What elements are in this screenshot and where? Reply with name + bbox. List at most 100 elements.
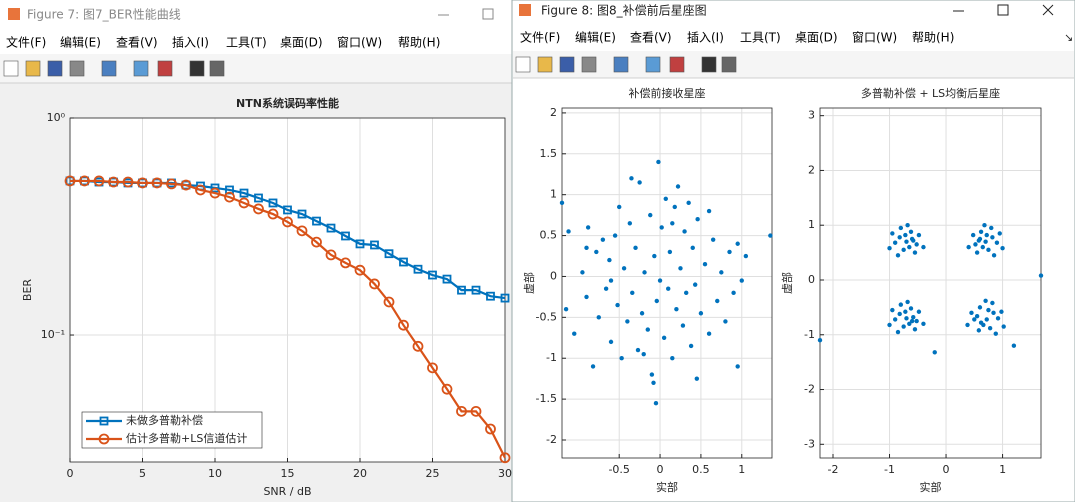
y-tick-label: 1 (550, 188, 557, 201)
point (600, 237, 606, 242)
toolbar-icon[interactable] (3, 60, 19, 77)
legend-marker (99, 416, 109, 426)
toolbar-icon[interactable] (613, 56, 629, 73)
toolbar-icon[interactable] (157, 60, 173, 77)
toolbar-icon[interactable] (101, 60, 117, 77)
y-tick-label: -3 (804, 437, 815, 450)
toolbar-icon[interactable] (133, 60, 149, 77)
toolbar-icon[interactable] (515, 56, 531, 73)
point (659, 225, 664, 230)
toolbar-icon[interactable] (189, 60, 205, 77)
point (702, 261, 708, 267)
point (607, 257, 612, 263)
point (997, 231, 1002, 236)
point (584, 245, 589, 251)
marker (340, 257, 351, 269)
point (706, 208, 712, 214)
point (666, 286, 671, 291)
x-tick-label: 0 (67, 467, 74, 480)
maximize-button[interactable] (997, 4, 1009, 16)
point (895, 329, 901, 335)
point (999, 309, 1004, 314)
toolbar-icon[interactable] (701, 56, 717, 73)
toolbar-icon[interactable] (537, 56, 553, 73)
point (984, 317, 989, 322)
point (921, 244, 926, 250)
point (898, 225, 904, 231)
marker (354, 264, 366, 276)
toolbar-icon[interactable] (25, 60, 41, 77)
marker (399, 257, 408, 267)
point (652, 253, 657, 259)
point (663, 196, 668, 201)
marker (79, 175, 90, 187)
point (972, 317, 977, 322)
menu-item[interactable]: 编辑(E) (575, 30, 616, 45)
menu-item[interactable]: 文件(F) (6, 35, 46, 50)
marker (471, 285, 481, 295)
menu-item[interactable]: 帮助(H) (912, 31, 954, 45)
point (901, 324, 906, 329)
x-tick-label: 10 (208, 467, 222, 480)
menu-item[interactable]: 窗口(W) (852, 31, 897, 45)
y-tick-label: 3 (808, 109, 815, 122)
menu-item[interactable]: 工具(T) (740, 31, 781, 45)
menu-item[interactable]: 桌面(D) (795, 31, 838, 45)
marker (180, 179, 192, 191)
point (898, 302, 904, 307)
plot-area (820, 108, 1041, 458)
point (990, 300, 995, 306)
menu-item[interactable]: 查看(V) (630, 31, 672, 45)
toolbar (0, 54, 512, 83)
x-tick-label: 0 (657, 463, 664, 476)
menu-item[interactable]: 桌面(D) (280, 36, 323, 50)
toolbar-icon[interactable] (559, 56, 575, 73)
point (1011, 343, 1017, 348)
menu-item[interactable]: 工具(T) (226, 36, 267, 50)
marker (370, 240, 379, 250)
marker (297, 209, 307, 219)
chart-title: NTN系统误码率性能 (236, 96, 339, 110)
toolbar-icon[interactable] (581, 56, 597, 73)
point (633, 245, 638, 251)
maximize-button[interactable] (482, 8, 494, 20)
toolbar-icon[interactable] (669, 56, 685, 73)
menu-item[interactable]: 插入(I) (687, 31, 724, 45)
point (608, 339, 614, 345)
menu-item[interactable]: 查看(V) (116, 36, 158, 50)
menu-item[interactable]: 帮助(H) (398, 36, 440, 50)
point (715, 298, 720, 304)
marker (470, 405, 482, 417)
point (890, 307, 895, 313)
menu-arrow[interactable]: ↘ (1064, 31, 1073, 44)
series-line (70, 179, 506, 459)
point (661, 335, 667, 340)
toolbar-icon[interactable] (47, 60, 63, 77)
point (973, 242, 978, 247)
point (892, 317, 898, 322)
point (887, 322, 892, 328)
point (698, 311, 704, 316)
point (630, 290, 635, 296)
marker (210, 183, 220, 193)
menu-item[interactable]: 窗口(W) (337, 36, 382, 50)
toolbar-icon[interactable] (209, 60, 225, 77)
point (916, 232, 922, 238)
marker (166, 178, 177, 190)
point (635, 347, 641, 353)
menu-item[interactable]: 文件(F) (520, 30, 560, 45)
toolbar-icons (515, 56, 737, 73)
point (965, 322, 970, 328)
point (1001, 324, 1006, 329)
close-button[interactable] (1042, 4, 1054, 16)
menu-item[interactable]: 编辑(E) (60, 35, 101, 50)
marker (441, 383, 453, 395)
point (993, 331, 998, 336)
app-icon (8, 8, 20, 20)
title-bar (0, 0, 512, 30)
point (680, 323, 686, 328)
toolbar-icon[interactable] (69, 60, 85, 77)
menu-item[interactable]: 插入(I) (172, 36, 209, 50)
toolbar-icon[interactable] (721, 56, 737, 73)
toolbar-icon[interactable] (645, 56, 661, 73)
